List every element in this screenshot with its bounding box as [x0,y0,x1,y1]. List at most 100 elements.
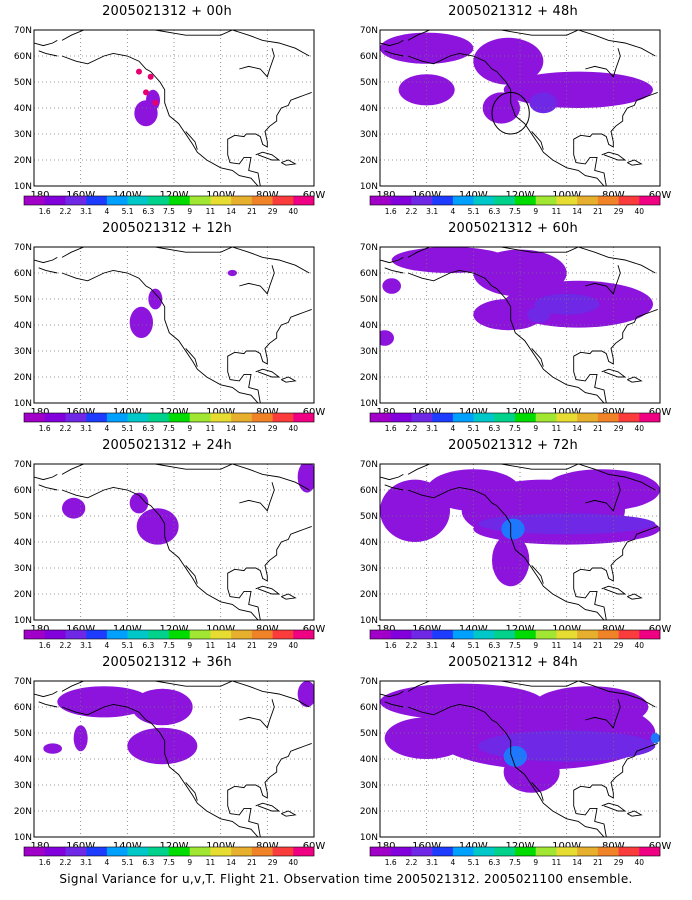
coastline [407,681,656,708]
colorbar-swatch [618,630,640,639]
panel-title: 2005021312 + 36h [102,655,232,670]
y-tick-label: 10N [14,833,32,843]
y-tick-label: 50N [14,512,32,522]
y-tick-label: 50N [360,295,378,305]
colorbar-swatch [169,413,191,422]
coastline [585,699,621,729]
colorbar-swatch [473,196,495,205]
map-panel: 180 160W 140W 120W 100W 80W 60W 10N 20N 30N 40N 50N… [348,221,678,441]
colorbar-label: 6.3 [488,207,500,216]
colorbar-swatch [577,630,599,639]
coastline [384,50,404,57]
colorbar-label: 9 [187,641,192,650]
colorbar-label: 40 [289,858,299,867]
colorbar-label: 3.1 [426,641,438,650]
y-tick-label: 50N [14,729,32,739]
map-panel: 180 160W 140W 120W 100W 80W 60W 10N 20N 30N 40N 50N… [2,4,332,224]
colorbar-label: 5.1 [468,207,480,216]
colorbar-label: 9 [187,424,192,433]
map-panel: 180 160W 140W 120W 100W 80W 60W 10N 20N 30N 40N 50N… [2,655,332,875]
coastline [227,742,312,799]
x-tick-label: 120W [506,624,535,635]
colorbar-swatch [272,413,294,422]
map-panel: 180 160W 140W 120W 100W 80W 60W 10N 20N 30N 40N 50N… [348,438,678,658]
colorbar-swatch [231,847,253,856]
colorbar-label: 3.1 [80,641,92,650]
colorbar-label: 40 [289,207,299,216]
colorbar-label: 29 [268,207,278,216]
coastline [601,368,627,378]
x-tick-label: 60W [303,190,326,201]
panel-title: 2005021312 + 48h [448,4,578,19]
coastline [573,742,658,799]
colorbar-swatch [452,630,474,639]
colorbar-swatch [272,847,294,856]
coastline [573,308,658,365]
coastline [585,482,621,512]
coastline [407,464,656,491]
y-tick-label: 30N [14,130,32,140]
y-tick-label: 10N [14,399,32,409]
colorbar-label: 21 [247,207,257,216]
x-tick-label: 60W [649,407,672,418]
variance-region [473,299,544,331]
colorbar-label: 1.6 [385,858,397,867]
x-tick-label: 80W [256,407,279,418]
colorbar-label: 14 [572,641,582,650]
x-tick-label: 160W [66,407,95,418]
colorbar-label: 14 [226,641,236,650]
colorbar-swatch [390,413,412,422]
x-tick-label: 120W [506,841,535,852]
coastline [281,593,297,600]
colorbar-label: 2.2 [405,641,417,650]
colorbar-swatch [148,413,170,422]
coastline [239,48,275,78]
plot-frame [33,29,315,187]
y-tick-label: 70N [360,460,378,470]
colorbar-label: 14 [572,207,582,216]
variance-region [650,733,660,744]
colorbar-swatch [515,847,537,856]
coastline [255,802,281,812]
map-svg: 180 160W 140W 120W 100W 80W 60W 10N 20N 30N 40N 50N… [14,460,326,650]
y-tick-label: 20N [360,590,378,600]
variance-region [227,269,237,277]
colorbar-swatch [473,630,495,639]
observation-dot [143,89,149,96]
coastline [585,265,621,295]
coastline [61,703,259,837]
colorbar-swatch [618,847,640,856]
colorbar-label: 6.3 [142,641,154,650]
colorbar-label: 4 [450,424,455,433]
colorbar-label: 7.5 [509,641,521,650]
y-tick-label: 20N [14,590,32,600]
colorbar-label: 11 [552,641,562,650]
x-tick-label: 80W [256,624,279,635]
colorbar-label: 2.2 [59,207,71,216]
colorbar-swatch [577,847,599,856]
plot-frame [379,246,661,404]
colorbar-swatch [556,847,578,856]
colorbar-swatch [251,630,273,639]
coastline [185,348,198,367]
x-tick-label: 60W [303,407,326,418]
colorbar-label: 11 [552,207,562,216]
x-tick-label: 80W [602,841,625,852]
coastline [255,368,281,378]
coastline [281,810,297,817]
x-tick-label: 100W [552,841,581,852]
coastline [573,795,607,837]
coastline [227,795,261,837]
y-tick-label: 30N [360,347,378,357]
y-tick-label: 10N [14,182,32,192]
coastline [407,703,605,837]
colorbar-swatch [597,630,619,639]
colorbar-swatch [251,847,273,856]
colorbar-swatch [597,847,619,856]
coastline [531,348,544,367]
variance-region [492,534,530,587]
map-svg: 180 160W 140W 120W 100W 80W 60W 10N 20N 30N 40N 50N… [360,243,672,433]
colorbar-label: 7.5 [163,858,175,867]
colorbar-label: 4 [450,858,455,867]
colorbar-label: 4 [104,207,109,216]
